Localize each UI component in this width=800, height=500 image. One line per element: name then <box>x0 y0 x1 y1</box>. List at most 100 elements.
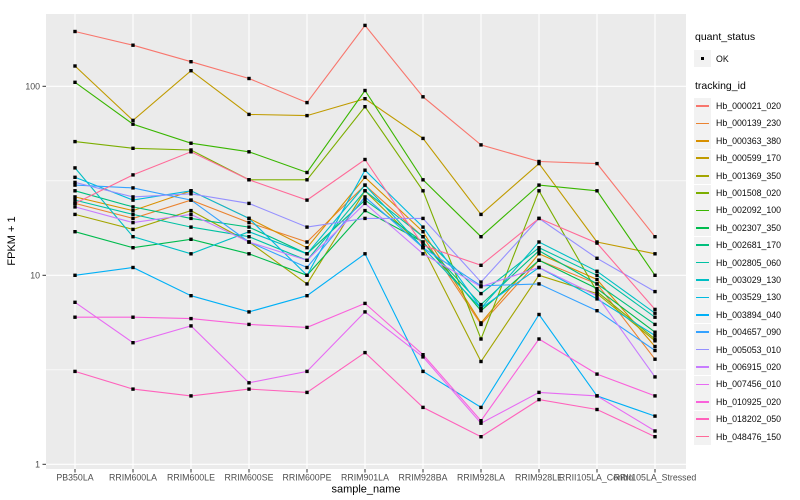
data-point <box>479 306 483 310</box>
series-points-Hb_010925_020 <box>73 301 657 423</box>
data-point <box>305 294 309 298</box>
data-point <box>131 186 135 190</box>
data-point <box>131 122 135 126</box>
legend-item-Hb_002307_350: Hb_002307_350 <box>694 219 800 237</box>
data-point <box>537 240 541 244</box>
data-point <box>421 95 425 99</box>
data-point <box>653 429 657 433</box>
legend-key-swatch <box>694 149 711 167</box>
x-tick-label: RRIM928LA <box>457 473 505 483</box>
data-point <box>363 97 367 101</box>
data-point <box>363 201 367 206</box>
data-point <box>305 369 309 374</box>
x-axis-title: sample_name <box>331 484 400 496</box>
data-point <box>305 265 309 270</box>
data-point <box>595 289 599 294</box>
data-point <box>247 178 251 182</box>
plot-panel <box>46 14 686 469</box>
data-point <box>653 339 657 343</box>
series-points-Hb_000599_170 <box>73 64 657 256</box>
data-point <box>537 189 541 193</box>
legend-item-Hb_010925_020: Hb_010925_020 <box>694 393 800 411</box>
legend-key-swatch <box>694 393 711 411</box>
data-point <box>479 285 483 289</box>
legend-key-swatch <box>694 358 711 376</box>
series-points-Hb_002805_060 <box>73 189 657 319</box>
data-point <box>537 282 541 286</box>
legend-key-swatch <box>694 167 711 185</box>
legend-item-label: Hb_000139_230 <box>716 118 782 129</box>
legend-item-Hb_001508_020: Hb_001508_020 <box>694 184 800 202</box>
data-point <box>653 311 657 315</box>
data-point <box>305 390 309 395</box>
data-point <box>363 23 367 28</box>
series-points-Hb_018202_050 <box>73 350 657 439</box>
data-point <box>363 175 367 179</box>
legend-color-line <box>696 157 709 160</box>
data-point <box>247 112 251 117</box>
data-point <box>247 310 251 314</box>
legend-item-Hb_000363_380: Hb_000363_380 <box>694 132 800 150</box>
data-point <box>595 291 599 296</box>
data-point <box>247 387 251 391</box>
data-point <box>189 237 193 241</box>
data-point <box>247 252 251 256</box>
legend-key-swatch <box>694 323 711 341</box>
legend-item-label: Hb_000021_020 <box>716 101 782 112</box>
data-point <box>653 273 657 277</box>
legend-key-swatch <box>694 271 711 289</box>
legend-panel: quant_status OK tracking_id Hb_000021_02… <box>694 31 800 445</box>
data-point <box>479 263 483 267</box>
data-point <box>131 227 135 232</box>
data-point <box>73 300 77 304</box>
data-point <box>537 216 541 221</box>
legend-item-label: Hb_003029_130 <box>716 274 782 285</box>
data-point <box>247 230 251 234</box>
data-point <box>73 80 77 84</box>
data-point <box>247 201 251 206</box>
data-point <box>421 243 425 248</box>
data-point <box>363 157 367 162</box>
data-point <box>479 235 483 239</box>
data-point <box>131 216 135 221</box>
data-point <box>73 189 77 193</box>
data-point <box>537 258 541 262</box>
data-point <box>653 289 657 294</box>
data-point <box>653 375 657 379</box>
legend-title-quant-status: quant_status <box>695 31 756 43</box>
data-point <box>421 189 425 193</box>
data-point <box>421 136 425 141</box>
series-points-Hb_006915_020 <box>73 201 657 379</box>
legend-item-Hb_000599_170: Hb_000599_170 <box>694 149 800 167</box>
legend-item-Hb_001369_350: Hb_001369_350 <box>694 167 800 185</box>
legend-color-line <box>696 261 709 264</box>
legend-item-Hb_003029_130: Hb_003029_130 <box>694 271 800 289</box>
legend-color-line <box>696 122 709 125</box>
data-point <box>131 205 135 209</box>
legend-item-Hb_048476_150: Hb_048476_150 <box>694 428 800 445</box>
data-point <box>537 390 541 395</box>
legend-color-line <box>696 209 709 212</box>
data-point <box>131 235 135 239</box>
data-point <box>247 235 251 239</box>
x-tick-label: RRIM600LA <box>109 473 157 483</box>
data-point <box>421 246 425 250</box>
data-point <box>595 282 599 286</box>
data-point <box>421 178 425 182</box>
data-point <box>73 212 77 217</box>
data-point <box>421 369 425 374</box>
legend-item-label: Hb_004657_090 <box>716 327 782 338</box>
legend-color-line <box>696 313 709 316</box>
legend-key-swatch <box>694 288 711 306</box>
data-point <box>189 294 193 298</box>
data-point <box>537 265 541 270</box>
x-tick-label: RRIM901LA <box>341 473 389 483</box>
data-point <box>73 201 77 206</box>
legend-item-label: Hb_006915_020 <box>716 361 782 372</box>
data-point <box>479 280 483 284</box>
data-point <box>479 212 483 217</box>
x-tick-label: RRIM600LE <box>167 473 215 483</box>
data-point <box>189 148 193 152</box>
data-point <box>479 143 483 147</box>
